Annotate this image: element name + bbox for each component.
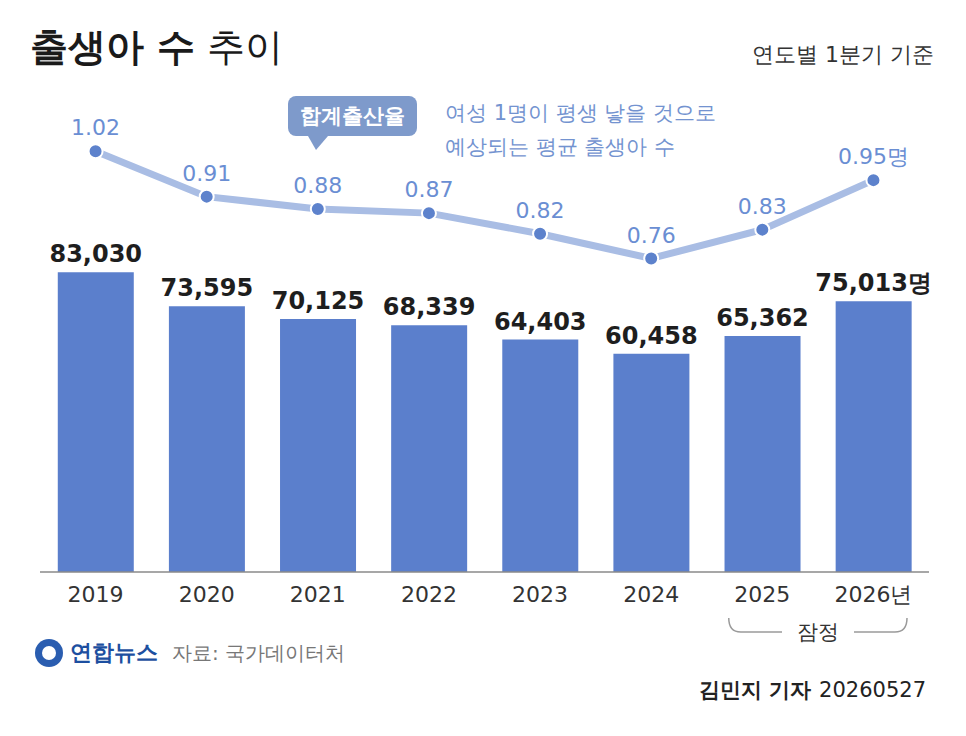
svg-text:60,458: 60,458 xyxy=(605,322,698,350)
svg-text:70,125: 70,125 xyxy=(272,287,365,315)
svg-text:2023: 2023 xyxy=(512,582,568,607)
svg-text:1.02: 1.02 xyxy=(71,115,120,140)
svg-text:2026년: 2026년 xyxy=(834,582,912,607)
svg-text:0.87: 0.87 xyxy=(404,177,453,202)
svg-text:2021: 2021 xyxy=(290,582,346,607)
html-text:자료: 국가데이터처: 자료: 국가데이터처 xyxy=(172,640,346,665)
svg-text:73,595: 73,595 xyxy=(161,274,254,302)
svg-text:83,030: 83,030 xyxy=(49,240,142,268)
svg-text:2025: 2025 xyxy=(734,582,790,607)
svg-text:2019: 2019 xyxy=(68,582,124,607)
svg-text:0.82: 0.82 xyxy=(516,198,565,223)
svg-text:0.95명: 0.95명 xyxy=(838,144,909,169)
svg-text:2022: 2022 xyxy=(401,582,457,607)
html-text:여성 1명이 평생 낳을 것으로 예상되는 평균 출생아 수: 여성 1명이 평생 낳을 것으로 예상되는 평균 출생아 수 xyxy=(445,101,717,159)
html-text:잠정: 잠정 xyxy=(796,620,839,644)
svg-text:64,403: 64,403 xyxy=(494,308,587,336)
html-text:출생아 수추이: 출생아 수추이 xyxy=(30,25,284,69)
svg-text:2020: 2020 xyxy=(179,582,235,607)
svg-text:0.83: 0.83 xyxy=(738,194,787,219)
html-text:연도별 1분기 기준: 연도별 1분기 기준 xyxy=(752,42,934,67)
html-text:김민지 기자 20260527: 김민지 기자 20260527 xyxy=(698,678,926,702)
svg-text:65,362: 65,362 xyxy=(716,304,809,332)
svg-text:0.76: 0.76 xyxy=(627,223,676,248)
svg-text:0.91: 0.91 xyxy=(182,161,231,186)
svg-text:2024: 2024 xyxy=(623,582,679,607)
html-text:연합뉴스: 연합뉴스 xyxy=(70,640,158,665)
svg-text:0.88: 0.88 xyxy=(293,173,342,198)
svg-text:68,339: 68,339 xyxy=(383,293,476,321)
svg-text:75,013명: 75,013명 xyxy=(815,269,932,297)
html-text:합계출산율: 합계출산율 xyxy=(300,104,405,128)
